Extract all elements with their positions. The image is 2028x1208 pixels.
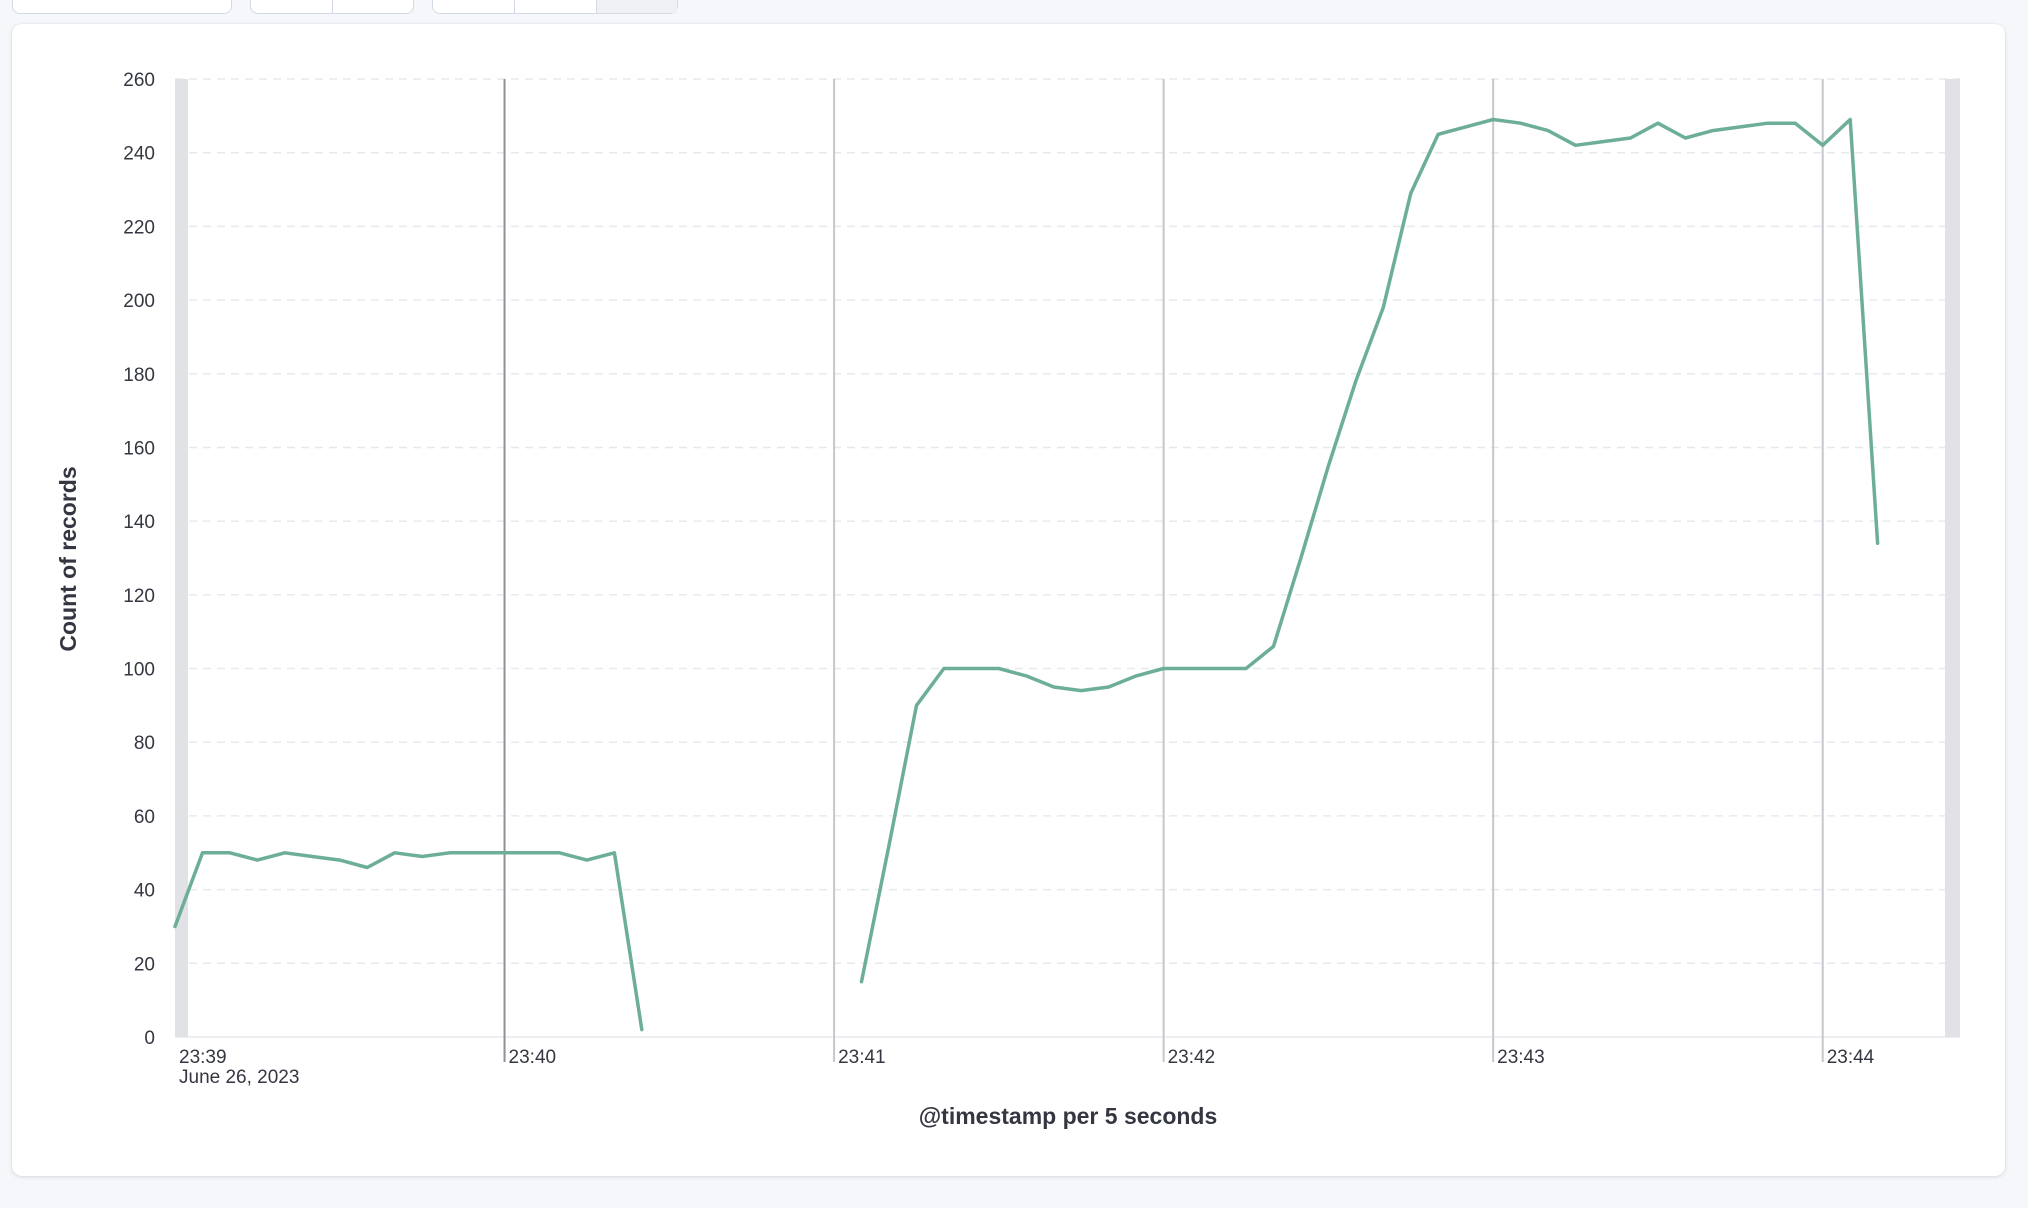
- series-line-segment: [859, 117, 1880, 984]
- x-tick-label: 23:41: [838, 1047, 886, 1068]
- y-tick-label: 260: [123, 70, 155, 91]
- y-tick-label: 60: [134, 807, 155, 828]
- x-tick-label: 23:43: [1497, 1047, 1545, 1068]
- series-layer: [173, 117, 1880, 1032]
- y-tick-label: 20: [134, 954, 155, 975]
- chart-panel: [12, 24, 2005, 1176]
- y-tick-label: 100: [123, 660, 155, 681]
- y-tick-label: 80: [134, 733, 155, 754]
- toolbar-button-group-2[interactable]: [432, 0, 678, 14]
- series-line-segment: [173, 851, 644, 1032]
- toolbar-button-group-1-divider: [332, 0, 333, 13]
- start-band: [175, 79, 188, 1037]
- time-gridline-layer: [503, 79, 1824, 1062]
- x-axis-title: @timestamp per 5 seconds: [919, 1103, 1218, 1129]
- end-band-layer: [175, 79, 1960, 1037]
- x-tick-sublabel: June 26, 2023: [179, 1067, 299, 1088]
- x-tick-label: 23:42: [1168, 1047, 1216, 1068]
- y-tick-label: 120: [123, 586, 155, 607]
- end-band: [1945, 79, 1960, 1037]
- toolbar-button-group-2-divider-2: [596, 0, 677, 13]
- y-tick-label: 200: [123, 291, 155, 312]
- x-tick-label: 23:39: [179, 1047, 227, 1068]
- toolbar-button-group-1[interactable]: [250, 0, 414, 14]
- grid-layer: [175, 78, 1960, 1038]
- y-tick-layer: 0 20 40 60 80 100 120 140 160 180 200 220 240 260: [123, 70, 155, 1049]
- y-tick-label: 160: [123, 438, 155, 459]
- y-tick-label: 40: [134, 881, 155, 902]
- x-tick-label: 23:40: [509, 1047, 557, 1068]
- toolbar-field-stub[interactable]: [12, 0, 232, 14]
- y-tick-label: 180: [123, 365, 155, 386]
- y-tick-label: 140: [123, 512, 155, 533]
- toolbar-button-group-2-divider-1: [514, 0, 515, 13]
- x-tick-label: 23:44: [1827, 1047, 1875, 1068]
- y-tick-label: 240: [123, 144, 155, 165]
- y-tick-label: 220: [123, 217, 155, 238]
- y-tick-label: 0: [144, 1028, 155, 1049]
- y-axis-title: Count of records: [55, 466, 81, 651]
